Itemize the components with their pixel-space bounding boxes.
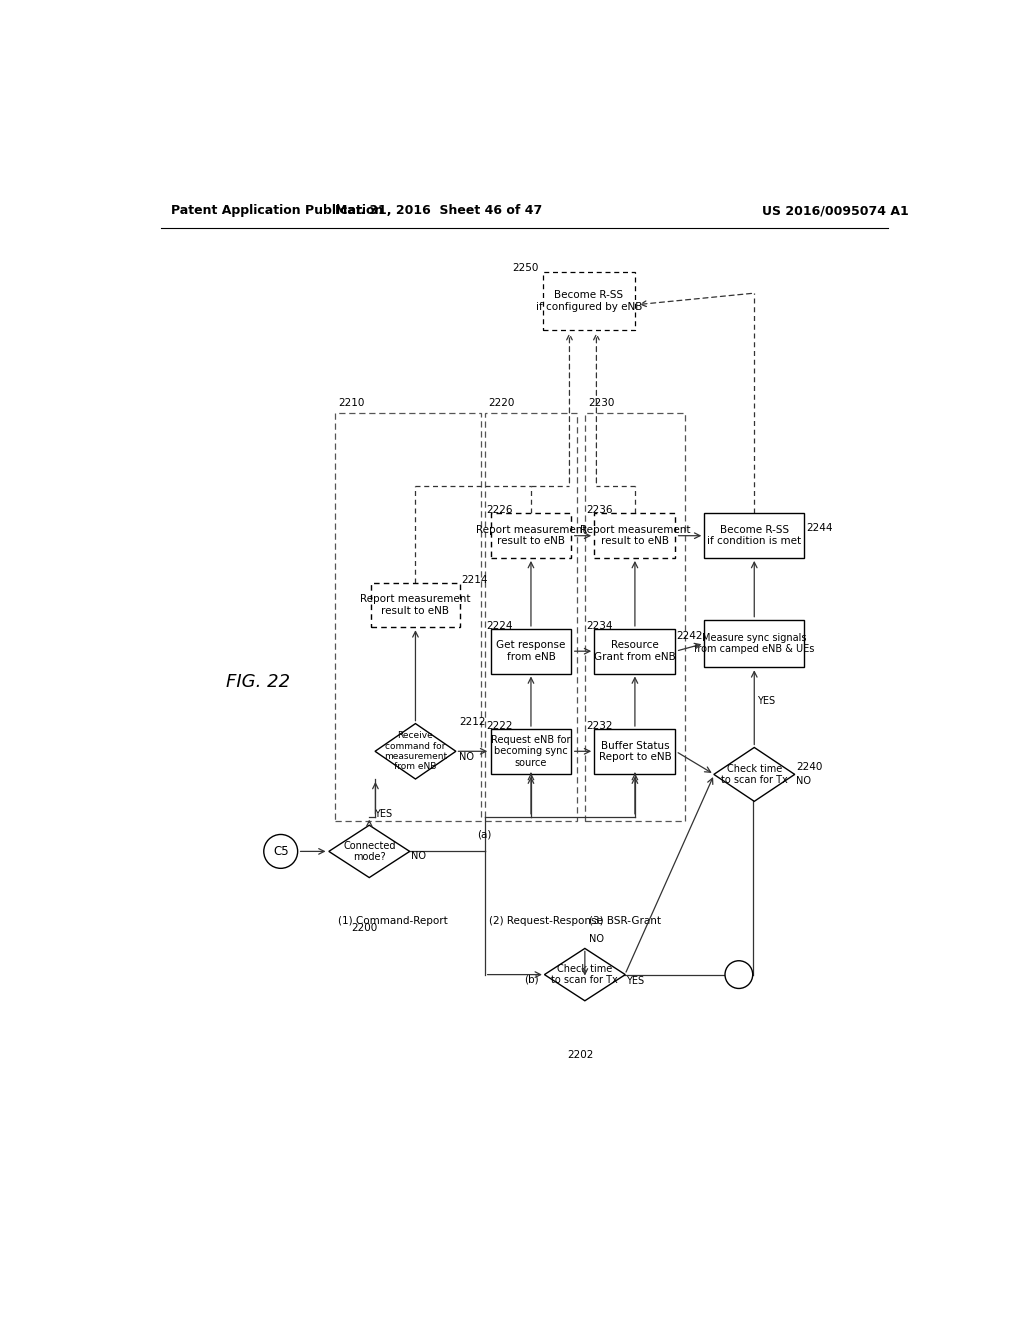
- Bar: [371, 582, 460, 627]
- Text: YES: YES: [758, 696, 775, 706]
- Text: Mar. 31, 2016  Sheet 46 of 47: Mar. 31, 2016 Sheet 46 of 47: [335, 205, 542, 218]
- Text: NO: NO: [460, 752, 474, 763]
- Text: Resource
Grant from eNB: Resource Grant from eNB: [594, 640, 676, 663]
- Text: NO: NO: [411, 851, 426, 861]
- Text: Report measurement
result to eNB: Report measurement result to eNB: [476, 525, 586, 546]
- Text: (b): (b): [523, 974, 539, 985]
- Text: 2236: 2236: [587, 506, 613, 515]
- Text: 2220: 2220: [488, 399, 515, 408]
- Bar: [484, 413, 578, 821]
- Text: Buffer Status
Report to eNB: Buffer Status Report to eNB: [599, 741, 672, 762]
- Bar: [595, 628, 676, 673]
- Bar: [490, 513, 571, 558]
- Bar: [705, 513, 804, 558]
- Text: 2250: 2250: [512, 263, 539, 273]
- Bar: [490, 729, 571, 774]
- Text: 2202: 2202: [567, 1051, 594, 1060]
- Polygon shape: [329, 825, 410, 878]
- Text: 2234: 2234: [587, 620, 613, 631]
- Text: (2) Request-Response: (2) Request-Response: [488, 916, 602, 925]
- Text: NO: NO: [590, 935, 604, 944]
- Text: Receive
command for
measurement
from eNB: Receive command for measurement from eNB: [384, 731, 447, 771]
- Text: 2224: 2224: [486, 620, 513, 631]
- Bar: [705, 619, 804, 668]
- Text: Report measurement
result to eNB: Report measurement result to eNB: [360, 594, 471, 616]
- Text: YES: YES: [627, 975, 644, 986]
- Text: C5: C5: [273, 845, 289, 858]
- Bar: [595, 513, 676, 558]
- Text: Check time
to scan for Tx: Check time to scan for Tx: [552, 964, 618, 986]
- Text: US 2016/0095074 A1: US 2016/0095074 A1: [762, 205, 908, 218]
- Text: Connected
mode?: Connected mode?: [343, 841, 395, 862]
- Bar: [335, 413, 481, 821]
- Text: 2210: 2210: [339, 399, 365, 408]
- Text: Become R-SS
if configured by eNB: Become R-SS if configured by eNB: [536, 290, 642, 312]
- Text: 2200: 2200: [351, 924, 378, 933]
- Text: 2214: 2214: [462, 574, 488, 585]
- Text: Request eNB for
becoming sync
source: Request eNB for becoming sync source: [492, 735, 570, 768]
- Text: 2242: 2242: [676, 631, 702, 640]
- Circle shape: [725, 961, 753, 989]
- Text: 2226: 2226: [486, 506, 513, 515]
- Text: 2244: 2244: [806, 523, 833, 533]
- Polygon shape: [545, 949, 626, 1001]
- Polygon shape: [375, 723, 456, 779]
- Text: 2222: 2222: [486, 721, 513, 731]
- Text: YES: YES: [374, 809, 392, 820]
- Text: (3) BSR-Grant: (3) BSR-Grant: [589, 916, 660, 925]
- Text: NO: NO: [796, 776, 811, 785]
- Text: Measure sync signals
from camped eNB & UEs: Measure sync signals from camped eNB & U…: [694, 632, 814, 655]
- Text: 2240: 2240: [797, 762, 823, 772]
- Text: Report measurement
result to eNB: Report measurement result to eNB: [580, 525, 690, 546]
- Text: Check time
to scan for Tx: Check time to scan for Tx: [721, 763, 787, 785]
- Bar: [490, 628, 571, 673]
- Text: (1) Command-Report: (1) Command-Report: [339, 916, 449, 925]
- Text: Patent Application Publication: Patent Application Publication: [171, 205, 383, 218]
- Bar: [543, 272, 635, 330]
- Bar: [585, 413, 685, 821]
- Circle shape: [264, 834, 298, 869]
- Polygon shape: [714, 747, 795, 801]
- Text: 2232: 2232: [587, 721, 613, 731]
- Text: 2230: 2230: [589, 399, 615, 408]
- Text: (a): (a): [477, 829, 492, 840]
- Text: Get response
from eNB: Get response from eNB: [497, 640, 565, 663]
- Text: FIG. 22: FIG. 22: [225, 673, 290, 690]
- Bar: [595, 729, 676, 774]
- Text: Become R-SS
if condition is met: Become R-SS if condition is met: [708, 525, 802, 546]
- Text: 2212: 2212: [460, 717, 485, 727]
